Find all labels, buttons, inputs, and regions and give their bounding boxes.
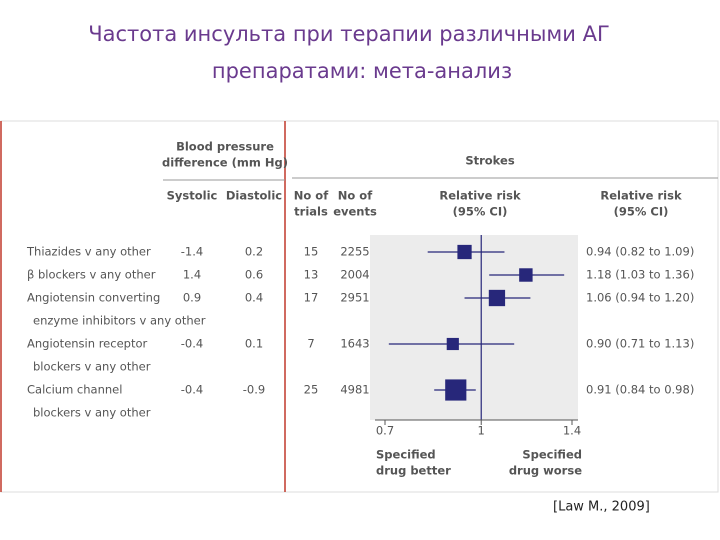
figure-frame — [0, 120, 719, 493]
value-label: 0.90 (0.71 to 1.13) — [586, 337, 694, 351]
col-header: No of — [338, 189, 373, 203]
slide-title: Частота инсульта при терапии различными … — [88, 22, 610, 46]
col-header: Diastolic — [226, 189, 282, 203]
effect-square — [488, 289, 506, 307]
bp-header: Blood pressure — [176, 140, 274, 154]
row-label: Angiotensin receptor — [27, 337, 147, 351]
value-label: 1.06 (0.94 to 1.20) — [586, 291, 694, 305]
row-label: Angiotensin converting — [27, 291, 160, 305]
col-header: events — [333, 205, 377, 219]
col-header: Relative risk — [600, 189, 682, 203]
col-header: (95% CI) — [453, 205, 508, 219]
systolic-value: -0.4 — [181, 383, 203, 397]
systolic-value: -0.4 — [181, 337, 203, 351]
col-header: (95% CI) — [614, 205, 669, 219]
col-header: Systolic — [167, 189, 218, 203]
diastolic-value: 0.1 — [245, 337, 263, 351]
x-annotation: drug better — [376, 464, 451, 478]
citation: [Law M., 2009] — [553, 500, 650, 515]
trials-value: 13 — [304, 268, 319, 282]
row-label: Thiazides v any other — [26, 245, 151, 259]
events-value: 2951 — [340, 291, 369, 305]
x-tick-label: 0.7 — [376, 424, 394, 438]
row-label: Calcium channel — [27, 383, 122, 397]
x-tick-label: 1 — [478, 424, 485, 438]
effect-square — [446, 337, 459, 351]
row-label: β blockers v any other — [27, 268, 156, 282]
value-label: 0.91 (0.84 to 0.98) — [586, 383, 694, 397]
row-label: blockers v any other — [33, 406, 151, 420]
trials-value: 15 — [304, 245, 319, 259]
slide-title: препаратами: мета-анализ — [212, 59, 512, 83]
trials-value: 17 — [304, 291, 319, 305]
trials-value: 25 — [304, 383, 319, 397]
value-label: 0.94 (0.82 to 1.09) — [586, 245, 694, 259]
bp-header: difference (mm Hg) — [162, 156, 288, 170]
x-tick-label: 1.4 — [563, 424, 581, 438]
strokes-header: Strokes — [465, 154, 514, 168]
x-annotation: Specified — [376, 448, 436, 462]
events-value: 4981 — [340, 383, 369, 397]
row-label: blockers v any other — [33, 360, 151, 374]
effect-square — [445, 379, 467, 401]
diastolic-value: 0.6 — [245, 268, 263, 282]
systolic-value: -1.4 — [181, 245, 203, 259]
diastolic-value: 0.2 — [245, 245, 263, 259]
effect-square — [457, 244, 472, 260]
row-label: enzyme inhibitors v any other — [33, 314, 206, 328]
x-annotation: Specified — [522, 448, 582, 462]
events-value: 1643 — [340, 337, 369, 351]
plot-background — [370, 235, 578, 420]
x-annotation: drug worse — [509, 464, 582, 478]
diastolic-value: -0.9 — [243, 383, 265, 397]
events-value: 2004 — [340, 268, 369, 282]
events-value: 2255 — [340, 245, 369, 259]
effect-square — [519, 268, 533, 282]
col-header: trials — [294, 205, 328, 219]
col-header: No of — [294, 189, 329, 203]
trials-value: 7 — [307, 337, 314, 351]
col-header: Relative risk — [439, 189, 521, 203]
systolic-value: 1.4 — [183, 268, 201, 282]
value-label: 1.18 (1.03 to 1.36) — [586, 268, 694, 282]
diastolic-value: 0.4 — [245, 291, 263, 305]
systolic-value: 0.9 — [183, 291, 201, 305]
